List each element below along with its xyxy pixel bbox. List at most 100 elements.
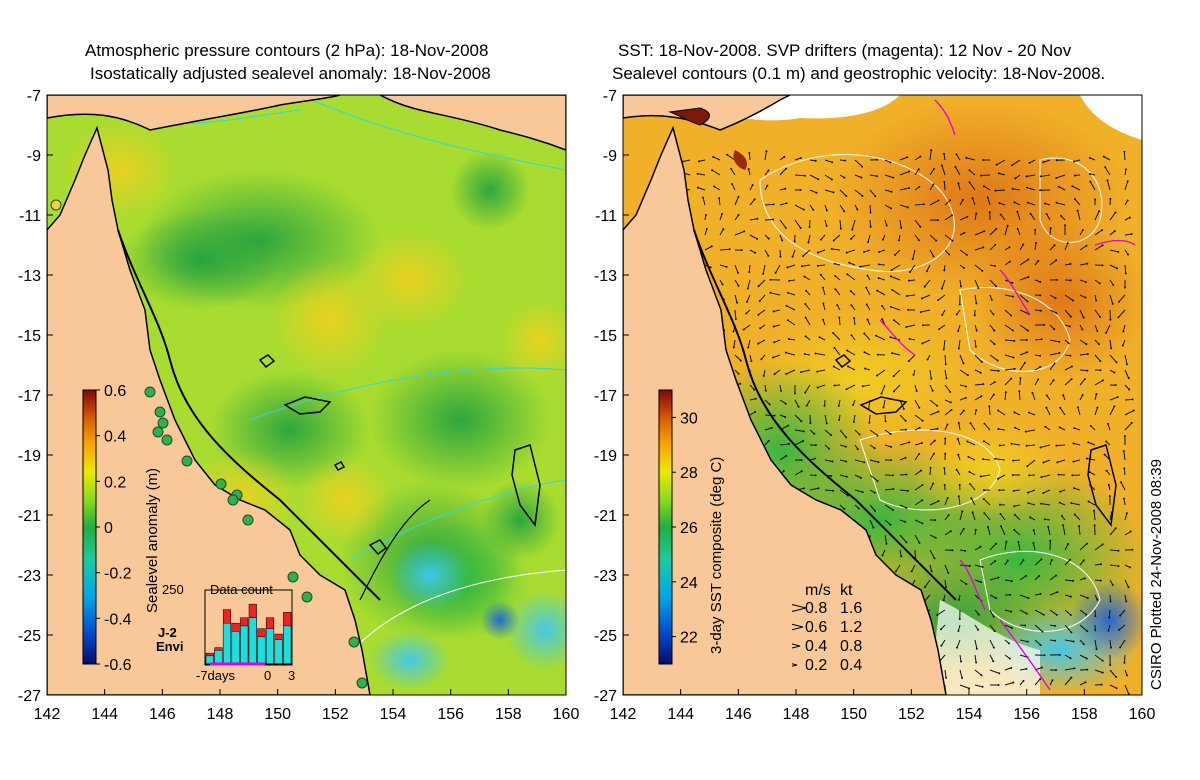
velocity-arrow — [974, 395, 982, 401]
velocity-arrow — [1079, 309, 1085, 318]
velocity-arrow — [1019, 351, 1028, 356]
velocity-arrow — [957, 438, 961, 446]
velocity-arrow — [1019, 609, 1028, 615]
velocity-arrow — [1057, 459, 1066, 463]
velocity-arrow — [884, 429, 891, 435]
lat-tick-label: -21 — [18, 508, 41, 525]
velocity-arrow — [1123, 468, 1126, 476]
velocity-arrow — [954, 166, 961, 176]
velocity-arrow — [989, 577, 999, 581]
velocity-arrow — [914, 203, 924, 206]
velocity-arrow — [1049, 609, 1058, 616]
velocity-arrow — [959, 397, 966, 401]
velocity-arrow — [1004, 392, 1007, 401]
inset-xlabel-zero: 0 — [264, 668, 271, 683]
velocity-arrow — [763, 369, 766, 377]
velocity-arrow — [869, 519, 874, 528]
tide-gauge-markers — [50, 199, 368, 689]
velocity-arrow — [1034, 559, 1042, 566]
velocity-arrow — [937, 294, 946, 301]
velocity-arrow — [944, 514, 949, 521]
velocity-arrow — [1012, 188, 1021, 191]
velocity-arrow — [804, 303, 811, 311]
velocity-arrow — [899, 534, 907, 543]
velocity-arrow — [770, 292, 781, 296]
right-title-line1: SST: 18-Nov-2008. SVP drifters (magenta)… — [618, 41, 1072, 60]
velocity-arrow — [989, 279, 997, 287]
velocity-arrow — [762, 264, 766, 274]
velocity-arrow — [944, 579, 947, 588]
velocity-arrow — [1124, 354, 1128, 365]
velocity-arrow — [1046, 213, 1051, 221]
velocity-arrow — [817, 384, 826, 389]
velocity-arrow — [943, 153, 946, 161]
velocity-arrow — [959, 216, 968, 221]
velocity-arrow — [1013, 459, 1021, 462]
velocity-arrow — [1064, 309, 1072, 317]
velocity-arrow — [1079, 624, 1088, 632]
velocity-arrow — [1109, 294, 1114, 304]
lat-tick-label: -11 — [19, 208, 41, 225]
velocity-arrow — [989, 639, 995, 648]
velocity-arrow — [749, 384, 755, 390]
velocity-arrow — [914, 484, 923, 491]
velocity-arrow — [899, 549, 902, 557]
velocity-arrow — [929, 384, 934, 391]
velocity-arrow — [734, 309, 737, 320]
velocity-arrow — [1041, 474, 1051, 478]
velocity-arrow — [959, 684, 970, 689]
velocity-arrow — [757, 339, 766, 345]
velocity-arrow — [929, 500, 939, 506]
velocity-arrow — [1004, 609, 1012, 613]
lat-tick-label: -11 — [595, 208, 617, 225]
velocity-arrow — [1019, 294, 1028, 302]
velocity-arrow — [899, 187, 910, 191]
velocity-arrow — [1123, 654, 1126, 663]
velocity-arrow — [894, 249, 901, 256]
lat-tick-label: -15 — [594, 328, 617, 345]
velocity-arrow — [1013, 489, 1021, 492]
velocity-arrow — [822, 287, 826, 296]
velocity-arrow — [1077, 210, 1081, 221]
velocity-arrow — [869, 174, 877, 177]
velocity-arrow — [1079, 378, 1086, 386]
velocity-arrow — [878, 277, 886, 281]
velocity-arrow — [1109, 527, 1117, 536]
velocity-arrow — [854, 429, 860, 435]
lon-tick-label: 146 — [149, 706, 176, 723]
lon-tick-label: 150 — [840, 706, 867, 723]
velocity-arrow — [702, 197, 706, 206]
velocity-arrow — [1019, 259, 1029, 266]
velocity-arrow — [929, 200, 939, 206]
velocity-arrow — [1118, 309, 1126, 318]
velocity-arrow — [806, 399, 811, 406]
velocity-arrow — [1079, 543, 1088, 551]
lat-tick-label: -27 — [594, 688, 617, 705]
velocity-arrow — [943, 181, 946, 191]
velocity-arrow — [944, 234, 953, 242]
velocity-arrow — [853, 414, 856, 423]
velocity-arrow — [1073, 159, 1081, 162]
velocity-arrow — [809, 487, 819, 491]
lon-tick-label: 144 — [91, 706, 118, 723]
velocity-arrow — [847, 365, 856, 371]
velocity-arrow — [1124, 579, 1129, 588]
inset-bar-envi — [222, 622, 232, 665]
velocity-arrow — [1017, 228, 1021, 236]
velocity-arrow — [802, 249, 811, 257]
velocity-arrow — [1049, 339, 1060, 343]
velocity-arrow — [908, 279, 916, 282]
velocity-arrow — [1049, 352, 1060, 356]
velocity-arrow — [713, 186, 721, 191]
velocity-arrow — [983, 185, 991, 191]
lat-tick-label: -27 — [18, 688, 41, 705]
velocity-legend-arrow — [791, 663, 798, 667]
velocity-arrow — [804, 384, 811, 393]
velocity-arrow — [906, 324, 916, 328]
velocity-arrow — [929, 483, 934, 491]
velocity-arrow — [941, 279, 946, 289]
velocity-arrow — [1043, 489, 1051, 494]
velocity-arrow — [1079, 594, 1088, 599]
velocity-arrow — [929, 564, 933, 572]
inset-bar-envi — [257, 636, 266, 665]
